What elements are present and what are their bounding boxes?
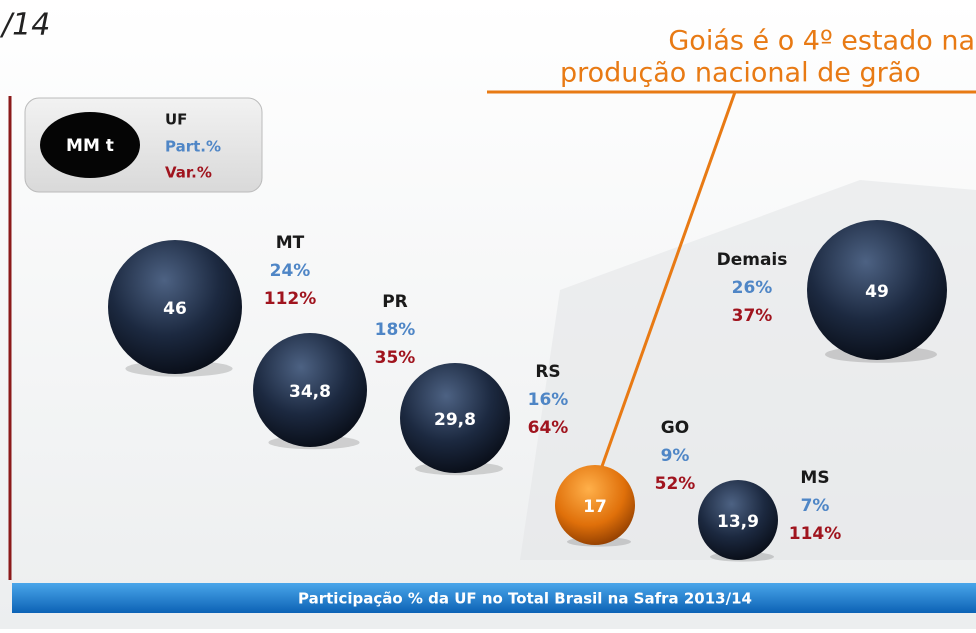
- part-label: 7%: [801, 496, 830, 516]
- var-label: 64%: [528, 418, 569, 438]
- footer-text: Participação % da UF no Total Brasil na …: [298, 590, 752, 608]
- part-label: 26%: [732, 278, 773, 298]
- part-label: 16%: [528, 390, 569, 410]
- uf-label: MS: [800, 468, 829, 488]
- var-label: 37%: [732, 306, 773, 326]
- bubbles: 46 MT 24% 112% 34,8 PR 18% 35% 29,8 RS 16% 64% 17 GO 9…: [108, 220, 947, 562]
- bubble: [253, 333, 367, 447]
- var-label: 112%: [264, 289, 317, 309]
- var-label: 114%: [789, 524, 842, 544]
- var-label: 35%: [375, 348, 416, 368]
- callout-line: Goiás é o 4º estado na: [668, 26, 975, 57]
- bubble: [555, 465, 635, 545]
- part-label: 18%: [375, 320, 416, 340]
- bubble: [400, 363, 510, 473]
- uf-label: PR: [382, 292, 408, 312]
- uf-label: Demais: [717, 250, 788, 270]
- footer-bar: [12, 583, 976, 613]
- part-label: 9%: [661, 446, 690, 466]
- bubble-value: 17: [583, 497, 607, 517]
- var-label: 52%: [655, 474, 696, 494]
- bubble-value: 34,8: [289, 382, 331, 402]
- uf-label: MT: [276, 233, 305, 253]
- bubble: [807, 220, 947, 360]
- part-label: 24%: [270, 261, 311, 281]
- bubble-value: 13,9: [717, 512, 759, 532]
- uf-label: RS: [535, 362, 560, 382]
- uf-label: GO: [661, 418, 689, 438]
- legend-uf: UF: [165, 111, 187, 129]
- title: /14: [0, 8, 50, 43]
- legend-part: Part.%: [165, 138, 221, 156]
- bubble-value: 49: [865, 282, 889, 302]
- callout-line: produção nacional de grão: [560, 58, 921, 89]
- bubble-value: 29,8: [434, 410, 476, 430]
- legend-unit: MM t: [66, 136, 114, 156]
- callout-pointer: [598, 91, 737, 473]
- legend-var: Var.%: [165, 164, 212, 182]
- bubble: [698, 480, 778, 560]
- bubble: [108, 240, 242, 374]
- legend-bubble: [40, 112, 140, 178]
- bubble-value: 46: [163, 299, 187, 319]
